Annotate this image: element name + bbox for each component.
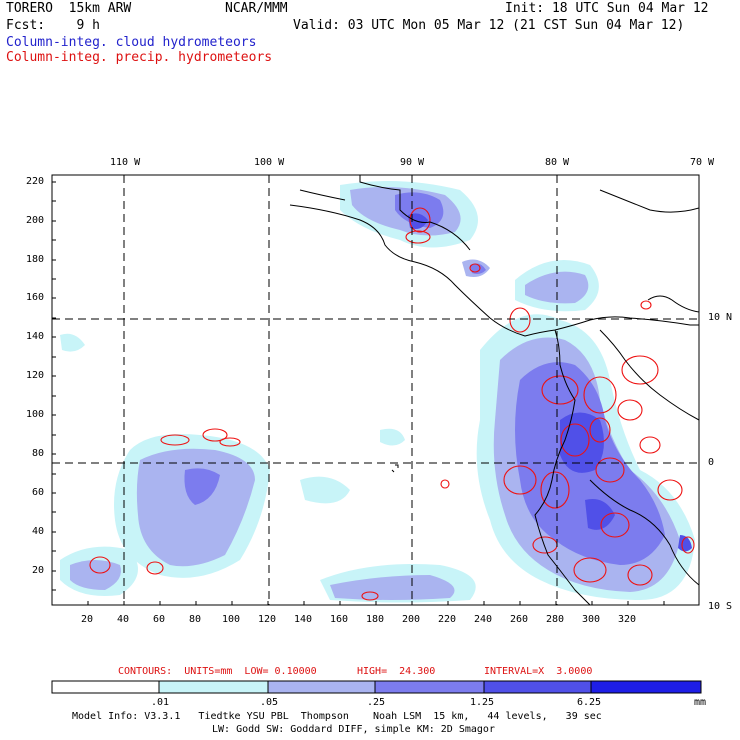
- x-tick-label: 140: [294, 614, 313, 625]
- x-tick-label: 40: [117, 614, 130, 625]
- x-tick-label: 200: [402, 614, 421, 625]
- y-tick-label: 140: [26, 331, 45, 342]
- legend-precip: Column-integ. precip. hydrometeors: [6, 50, 273, 65]
- x-tick-label: 80: [189, 614, 202, 625]
- legend-cloud: Column-integ. cloud hydrometeors: [6, 35, 257, 50]
- lon-label-100w: 100 W: [254, 157, 285, 168]
- colorbar-units: mm: [694, 697, 707, 708]
- y-tick-label: 40: [32, 526, 45, 537]
- x-tick-label: 260: [510, 614, 529, 625]
- contour-units: CONTOURS: UNITS=mm LOW= 0.10000: [118, 666, 317, 677]
- org-label: NCAR/MMM: [225, 1, 288, 16]
- lat-label-10n: 10 N: [708, 312, 733, 323]
- x-tick-label: 220: [438, 614, 457, 625]
- lon-label-90w: 90 W: [400, 157, 425, 168]
- x-tick-label: 60: [153, 614, 166, 625]
- y-tick-label: 60: [32, 487, 45, 498]
- colorbar-label: 6.25: [577, 697, 602, 708]
- lat-label-10s: 10 S: [708, 601, 733, 612]
- colorbar-bin-3: [374, 680, 485, 694]
- colorbar-bin-1: [158, 680, 269, 694]
- graticule: [52, 175, 699, 605]
- x-tick-label: 120: [258, 614, 277, 625]
- x-tick-label: 300: [582, 614, 601, 625]
- colorbar-bin-0: [51, 680, 160, 694]
- y-tick-label: 160: [26, 292, 45, 303]
- y-tick-label: 20: [32, 565, 45, 576]
- x-tick-label: 100: [222, 614, 241, 625]
- colorbar-label: .25: [367, 697, 386, 708]
- lon-label-80w: 80 W: [545, 157, 570, 168]
- y-tick-label: 220: [26, 176, 45, 187]
- colorbar-label: .01: [151, 697, 170, 708]
- x-tick-label: 180: [366, 614, 385, 625]
- x-tick-label: 280: [546, 614, 565, 625]
- valid-time: Valid: 03 UTC Mon 05 Mar 12 (21 CST Sun …: [293, 18, 685, 33]
- lon-label-110w: 110 W: [110, 157, 141, 168]
- model-title: TORERO 15km ARW: [6, 1, 132, 16]
- x-tick-label: 160: [330, 614, 349, 625]
- init-time: Init: 18 UTC Sun 04 Mar 12: [505, 1, 709, 16]
- hydrometeor-fields: [52, 175, 699, 605]
- colorbar: [51, 680, 702, 694]
- colorbar-label: .05: [260, 697, 279, 708]
- axis-ticks: [52, 181, 665, 605]
- model-info: Model Info: V3.3.1 Tiedtke YSU PBL Thomp…: [72, 711, 602, 722]
- y-tick-label: 100: [26, 409, 45, 420]
- y-tick-label: 80: [32, 448, 45, 459]
- contour-high: HIGH= 24.300: [357, 666, 436, 677]
- y-tick-label: 180: [26, 254, 45, 265]
- x-tick-label: 320: [618, 614, 637, 625]
- lon-label-70w: 70 W: [690, 157, 715, 168]
- colorbar-label: 1.25: [470, 697, 495, 708]
- x-tick-label: 240: [474, 614, 493, 625]
- x-tick-label: 20: [81, 614, 94, 625]
- colorbar-bin-4: [483, 680, 592, 694]
- y-tick-label: 200: [26, 215, 45, 226]
- colorbar-bin-2: [267, 680, 376, 694]
- colorbar-bin-5: [590, 680, 702, 694]
- cloud-shade-intense: [408, 213, 692, 552]
- model-info-physics: LW: Godd SW: Goddard DIFF, simple KM: 2D…: [212, 724, 495, 735]
- contour-interval: INTERVAL=X 3.0000: [484, 666, 593, 677]
- forecast-hour: Fcst: 9 h: [6, 18, 100, 33]
- lat-label-0: 0: [708, 457, 715, 468]
- y-tick-label: 120: [26, 370, 45, 381]
